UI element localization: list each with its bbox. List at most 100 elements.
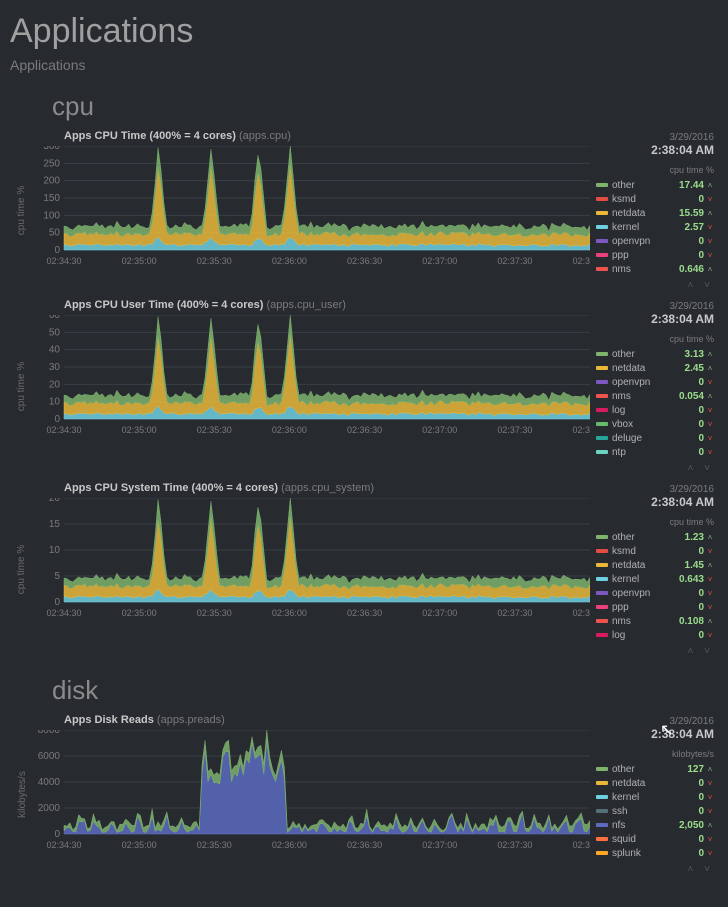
- legend-value: 17.44: [664, 180, 704, 191]
- legend-value: 0: [664, 377, 704, 388]
- caret-up-icon: ˄: [706, 617, 714, 626]
- svg-text:02:37:30: 02:37:30: [497, 608, 532, 618]
- legend-value: 3.13: [664, 349, 704, 360]
- legend-item-netdata[interactable]: netdata15.59˄: [596, 206, 714, 220]
- legend-label: ksmd: [612, 546, 664, 557]
- caret-down-icon: ˅: [706, 223, 714, 232]
- svg-text:8000: 8000: [38, 730, 61, 736]
- legend-item-other[interactable]: other127˄: [596, 762, 714, 776]
- legend-label: nms: [612, 264, 664, 275]
- legend-value: 0: [664, 806, 704, 817]
- legend-item-kernel[interactable]: kernel0.643˅: [596, 572, 714, 586]
- chart-legend: 3/29/20162:38:04 AMkilobytes/sother127˄n…: [590, 714, 718, 875]
- legend-item-ssh[interactable]: ssh0˅: [596, 804, 714, 818]
- legend-unit: cpu time %: [596, 165, 714, 175]
- caret-up-icon: ˄: [706, 350, 714, 359]
- legend-label: other: [612, 764, 664, 775]
- legend-item-nms[interactable]: nms0.108˄: [596, 614, 714, 628]
- svg-text:02:34:30: 02:34:30: [46, 256, 81, 266]
- legend-item-ppp[interactable]: ppp0˅: [596, 600, 714, 614]
- legend-scroll-controls[interactable]: ˄ ˅: [596, 463, 714, 474]
- legend-swatch: [596, 380, 608, 384]
- timestamp-time: 2:38:04 AM: [596, 727, 714, 741]
- chart-plot[interactable]: 05010015020025030002:34:3002:35:0002:35:…: [34, 146, 590, 266]
- timestamp-date: 3/29/2016: [596, 132, 714, 143]
- caret-down-icon: ˅: [706, 575, 714, 584]
- svg-text:02:34:30: 02:34:30: [46, 425, 81, 435]
- legend-item-ksmd[interactable]: ksmd0˅: [596, 544, 714, 558]
- legend-item-netdata[interactable]: netdata2.45˄: [596, 361, 714, 375]
- svg-text:02:37:00: 02:37:00: [422, 256, 457, 266]
- legend-item-log[interactable]: log0˅: [596, 628, 714, 642]
- svg-text:02:35:30: 02:35:30: [197, 840, 232, 850]
- svg-text:100: 100: [43, 210, 60, 221]
- chart-ylabel: cpu time %: [17, 545, 28, 594]
- svg-text:10: 10: [49, 397, 61, 408]
- caret-down-icon: ˅: [706, 406, 714, 415]
- legend-swatch: [596, 225, 608, 229]
- legend-item-nfs[interactable]: nfs2,050˄: [596, 818, 714, 832]
- legend-item-ntp[interactable]: ntp0˅: [596, 445, 714, 459]
- caret-down-icon: ˅: [706, 547, 714, 556]
- svg-text:02:37:30: 02:37:30: [497, 840, 532, 850]
- caret-down-icon: ˅: [706, 835, 714, 844]
- svg-text:02:36:30: 02:36:30: [347, 840, 382, 850]
- legend-label: netdata: [612, 778, 664, 789]
- legend-item-openvpn[interactable]: openvpn0˅: [596, 586, 714, 600]
- legend-item-deluge[interactable]: deluge0˅: [596, 431, 714, 445]
- legend-item-netdata[interactable]: netdata0˅: [596, 776, 714, 790]
- legend-item-nms[interactable]: nms0.054˄: [596, 389, 714, 403]
- legend-item-nms[interactable]: nms0.646˄: [596, 262, 714, 276]
- legend-item-vbox[interactable]: vbox0˅: [596, 417, 714, 431]
- legend-scroll-controls[interactable]: ˄ ˅: [596, 864, 714, 875]
- legend-item-other[interactable]: other17.44˄: [596, 178, 714, 192]
- legend-swatch: [596, 197, 608, 201]
- svg-text:02:35:00: 02:35:00: [122, 608, 157, 618]
- legend-swatch: [596, 837, 608, 841]
- svg-text:60: 60: [49, 315, 61, 321]
- chart-legend: 3/29/20162:38:04 AMcpu time %other3.13˄n…: [590, 299, 718, 474]
- svg-text:02:35:30: 02:35:30: [197, 608, 232, 618]
- legend-item-splunk[interactable]: splunk0˅: [596, 846, 714, 860]
- svg-text:02:34:30: 02:34:30: [46, 840, 81, 850]
- legend-item-kernel[interactable]: kernel2.57˅: [596, 220, 714, 234]
- legend-swatch: [596, 577, 608, 581]
- legend-swatch: [596, 394, 608, 398]
- section-title-cpu: cpu: [52, 91, 718, 122]
- legend-item-ksmd[interactable]: ksmd0˅: [596, 192, 714, 206]
- legend-item-log[interactable]: log0˅: [596, 403, 714, 417]
- legend-swatch: [596, 253, 608, 257]
- legend-item-kernel[interactable]: kernel0˅: [596, 790, 714, 804]
- legend-label: ppp: [612, 602, 664, 613]
- legend-item-openvpn[interactable]: openvpn0˅: [596, 375, 714, 389]
- legend-item-other[interactable]: other1.23˄: [596, 530, 714, 544]
- legend-item-ppp[interactable]: ppp0˅: [596, 248, 714, 262]
- caret-down-icon: ˅: [706, 251, 714, 260]
- legend-swatch: [596, 767, 608, 771]
- chart-plot[interactable]: 0200040006000800002:34:3002:35:0002:35:3…: [34, 730, 590, 850]
- legend-label: deluge: [612, 433, 664, 444]
- legend-item-squid[interactable]: squid0˅: [596, 832, 714, 846]
- chart-plot[interactable]: 010203040506002:34:3002:35:0002:35:3002:…: [34, 315, 590, 435]
- legend-swatch: [596, 781, 608, 785]
- legend-item-netdata[interactable]: netdata1.45˄: [596, 558, 714, 572]
- chart-plot[interactable]: 0510152002:34:3002:35:0002:35:3002:36:00…: [34, 498, 590, 618]
- legend-value: 0.054: [664, 391, 704, 402]
- legend-scroll-controls[interactable]: ˄ ˅: [596, 646, 714, 657]
- legend-label: openvpn: [612, 377, 664, 388]
- legend-item-other[interactable]: other3.13˄: [596, 347, 714, 361]
- svg-text:0: 0: [54, 829, 60, 840]
- legend-value: 0: [664, 447, 704, 458]
- legend-value: 0.643: [664, 574, 704, 585]
- legend-item-openvpn[interactable]: openvpn0˅: [596, 234, 714, 248]
- svg-text:4000: 4000: [38, 777, 61, 788]
- chart-title: Apps CPU Time (400% = 4 cores) (apps.cpu…: [34, 130, 590, 142]
- legend-value: 0: [664, 250, 704, 261]
- legend-value: 0: [664, 602, 704, 613]
- legend-swatch: [596, 795, 608, 799]
- chart-legend: 3/29/20162:38:04 AMcpu time %other17.44˄…: [590, 130, 718, 291]
- legend-scroll-controls[interactable]: ˄ ˅: [596, 280, 714, 291]
- timestamp-time: 2:38:04 AM: [596, 495, 714, 509]
- svg-text:20: 20: [49, 498, 61, 504]
- legend-swatch: [596, 366, 608, 370]
